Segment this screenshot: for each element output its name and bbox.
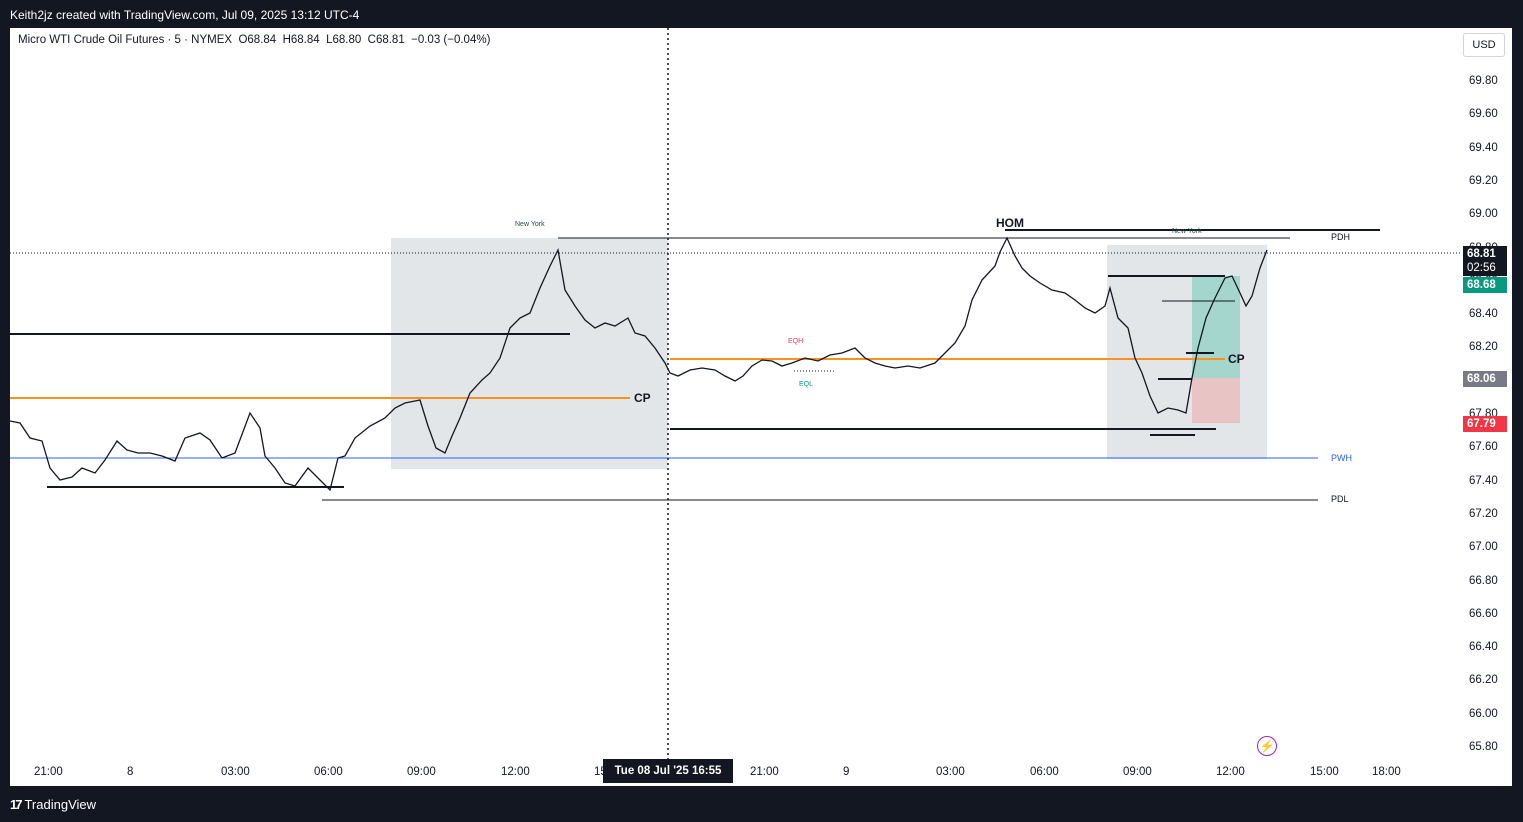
time-tick-label: 03:00 <box>936 766 965 778</box>
bottom-bar: 17 TradingView <box>0 786 1523 822</box>
symbol-legend[interactable]: Micro WTI Crude Oil Futures · 5 · NYMEX … <box>18 34 490 46</box>
tradingview-logo-icon: 17 <box>10 797 23 812</box>
time-tick-label: 8 <box>127 766 134 778</box>
cp-label-2: CP <box>1228 352 1245 366</box>
price-tick-label: 68.40 <box>1469 308 1498 321</box>
price-tick-label: 69.20 <box>1469 174 1498 187</box>
red-price-tag: 67.79 <box>1463 416 1507 432</box>
chart-canvas[interactable] <box>10 28 1512 786</box>
long-position-loss-zone[interactable] <box>1192 378 1240 423</box>
time-tick-label: 12:00 <box>501 766 530 778</box>
time-tick-label: 18:00 <box>1372 766 1401 778</box>
eql-label: EQL <box>799 381 814 388</box>
new-york-session-box-1 <box>391 238 668 469</box>
last-price-tag: 68.81 <box>1463 246 1507 262</box>
grey-price-tag: 68.06 <box>1463 371 1507 387</box>
price-series[interactable] <box>10 236 1268 492</box>
green-price-tag: 68.68 <box>1463 277 1507 293</box>
price-tick-label: 69.00 <box>1469 208 1498 221</box>
time-tick-label: 06:00 <box>1030 766 1059 778</box>
chart-frame[interactable]: Micro WTI Crude Oil Futures · 5 · NYMEX … <box>10 28 1512 786</box>
price-tick-label: 67.60 <box>1469 441 1498 454</box>
eqh-label: EQH <box>788 338 804 345</box>
symbol-name[interactable]: Micro WTI Crude Oil Futures · 5 · NYMEX <box>18 34 233 46</box>
price-tick-label: 69.60 <box>1469 108 1498 121</box>
price-tick-label: 66.00 <box>1469 707 1498 720</box>
close-value: C68.81 <box>367 34 405 46</box>
time-tick-label: 09:00 <box>1123 766 1152 778</box>
price-tick-label: 69.80 <box>1469 75 1498 87</box>
time-tick-label: 21:00 <box>750 766 779 778</box>
cp-label-1: CP <box>634 391 651 405</box>
new-york-label-2: New York <box>1172 228 1202 235</box>
price-tick-label: 67.20 <box>1469 507 1498 520</box>
pwh-label: PWH <box>1331 453 1352 463</box>
top-bar: Keith2jz created with TradingView.com, J… <box>0 0 1523 28</box>
price-tick-label: 65.80 <box>1469 741 1498 753</box>
price-tick-label: 66.40 <box>1469 641 1498 654</box>
time-tick-label: 03:00 <box>221 766 250 778</box>
time-tick-label: 21:00 <box>34 766 63 778</box>
price-tick-label: 68.20 <box>1469 341 1498 354</box>
price-tick-label: 66.80 <box>1469 574 1498 587</box>
time-tick-label: 12:00 <box>1216 766 1245 778</box>
low-value: L68.80 <box>326 34 362 46</box>
time-tick-label: 9 <box>843 766 850 778</box>
author-line: Keith2jz created with TradingView.com, J… <box>10 8 360 22</box>
price-tick-label: 67.40 <box>1469 474 1498 487</box>
countdown-tag: 02:56 <box>1463 260 1507 276</box>
pdh-label: PDH <box>1331 232 1351 242</box>
lightning-icon[interactable]: ⚡ <box>1257 736 1277 756</box>
open-value: O68.84 <box>238 34 277 46</box>
high-value: H68.84 <box>282 34 320 46</box>
price-tick-label: 66.20 <box>1469 674 1498 687</box>
change-value: −0.03 (−0.04%) <box>411 34 491 46</box>
new-york-label-1: New York <box>515 221 545 228</box>
currency-button[interactable]: USD <box>1463 33 1505 57</box>
tradingview-brand: TradingView <box>24 797 97 812</box>
pdl-label: PDL <box>1331 494 1349 504</box>
hom-label: HOM <box>996 216 1024 230</box>
time-tick-label: 15:00 <box>1310 766 1339 778</box>
price-tick-label: 69.40 <box>1469 141 1498 154</box>
long-position-profit-zone[interactable] <box>1192 276 1240 378</box>
price-tick-label: 67.00 <box>1469 541 1498 554</box>
crosshair-time-label: Tue 08 Jul '25 16:55 <box>603 759 733 783</box>
price-tick-label: 66.60 <box>1469 607 1498 620</box>
tradingview-logo[interactable]: 17 TradingView <box>10 797 96 812</box>
time-tick-label: 06:00 <box>314 766 343 778</box>
time-tick-label: 09:00 <box>407 766 436 778</box>
